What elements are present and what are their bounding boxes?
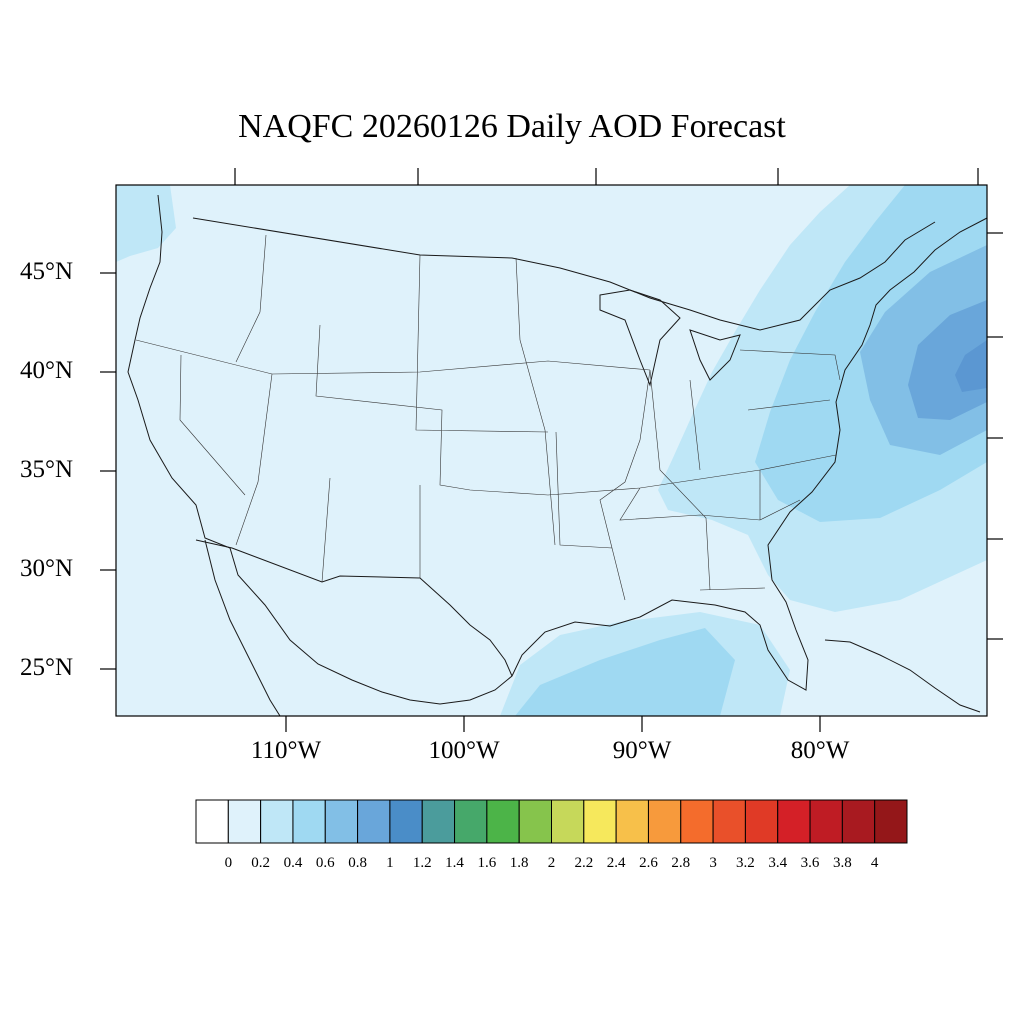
colorbar-box <box>583 799 617 844</box>
colorbar-box <box>227 799 262 844</box>
colorbar-box <box>486 799 520 844</box>
colorbar-tick-label: 2.2 <box>574 855 594 871</box>
colorbar-box <box>195 799 229 844</box>
colorbar-tick-label: 3.8 <box>832 855 852 871</box>
right-axis-ticks <box>987 232 1003 640</box>
colorbar-box <box>744 799 779 844</box>
colorbar-tick-label: 1.2 <box>412 855 432 871</box>
lat-label-45: 45°N <box>20 258 74 285</box>
colorbar-tick-label: 1.8 <box>509 855 529 871</box>
colorbar-box <box>777 799 811 844</box>
colorbar-box <box>421 799 456 844</box>
colorbar-box <box>551 799 585 844</box>
colorbar-box <box>324 799 359 844</box>
lat-label-35: 35°N <box>20 456 74 483</box>
bottom-axis-ticks <box>285 716 821 732</box>
top-axis-ticks <box>234 168 979 185</box>
colorbar-tick-label: 3 <box>709 855 717 871</box>
colorbar-tick-label: 3.2 <box>736 855 755 871</box>
lon-label-100w: 100°W <box>428 737 500 764</box>
colorbar-tick-label: 3.6 <box>800 855 820 871</box>
us-canada-border <box>192 217 936 331</box>
colorbar-tick-label: 0 <box>224 855 233 871</box>
colorbar-box <box>841 799 876 844</box>
lon-label-110w: 110°W <box>250 737 322 764</box>
colorbar-box <box>680 799 714 844</box>
us-coastline <box>127 194 987 705</box>
colorbar-tick-label: 1 <box>386 855 394 871</box>
great-lakes <box>599 289 741 387</box>
colorbar-box <box>357 799 391 844</box>
colorbar-tick-label: 1.6 <box>477 855 497 871</box>
colorbar-box <box>809 799 843 844</box>
state-boundaries <box>135 234 841 601</box>
colorbar-tick-label: 2.8 <box>671 855 691 871</box>
colorbar-tick-label: 0.8 <box>348 855 367 871</box>
colorbar-box <box>518 799 553 844</box>
colorbar-tick-label: 0.4 <box>283 855 303 871</box>
colorbar-box <box>260 799 294 844</box>
colorbar <box>195 799 908 844</box>
colorbar-tick-label: 2 <box>547 855 556 871</box>
lat-label-25: 25°N <box>20 654 74 681</box>
colorbar-box <box>874 799 908 844</box>
aod-contour-0.6-gulf <box>515 628 735 716</box>
colorbar-tick-label: 4 <box>870 855 879 871</box>
colorbar-tick-label: 1.4 <box>445 855 464 871</box>
lat-label-30: 30°N <box>20 555 74 582</box>
colorbar-tick-label: 0.6 <box>315 855 335 871</box>
colorbar-tick-label: 3.4 <box>768 855 788 871</box>
colorbar-box <box>712 799 746 844</box>
colorbar-box <box>454 799 488 844</box>
left-axis-ticks <box>100 272 116 670</box>
aod-contour-1.2-east <box>955 340 987 392</box>
colorbar-tick-label: 2.6 <box>639 855 658 871</box>
colorbar-box <box>615 799 649 844</box>
lat-label-40: 40°N <box>20 357 74 384</box>
colorbar-tick-label: 2.4 <box>606 855 626 871</box>
colorbar-tick-label: 0.2 <box>251 855 270 871</box>
colorbar-box <box>389 799 423 844</box>
cuba-coast <box>824 639 981 713</box>
us-mexico-border <box>195 539 513 677</box>
mexico-coast-baja <box>204 539 281 716</box>
map-title: NAQFC 20260126 Daily AOD Forecast <box>238 108 786 145</box>
map-frame <box>115 184 988 717</box>
colorbar-box <box>647 799 682 844</box>
lon-label-90w: 90°W <box>612 737 672 764</box>
lon-label-80w: 80°W <box>790 737 850 764</box>
colorbar-box <box>292 799 326 844</box>
